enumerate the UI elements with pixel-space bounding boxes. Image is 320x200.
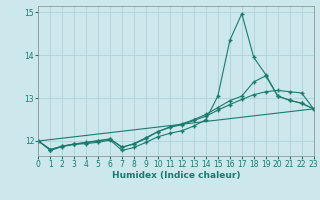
X-axis label: Humidex (Indice chaleur): Humidex (Indice chaleur) bbox=[112, 171, 240, 180]
